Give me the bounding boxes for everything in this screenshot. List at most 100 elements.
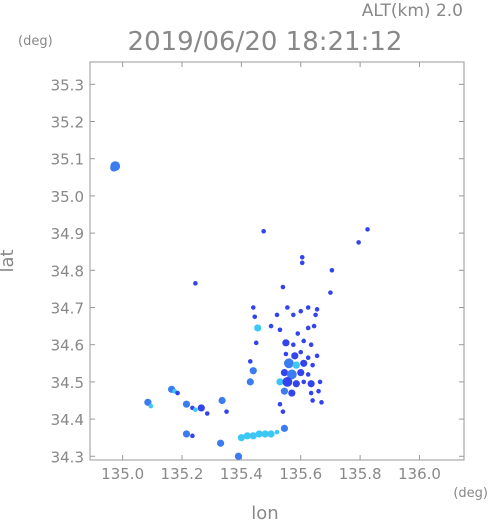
echo-point: [249, 367, 257, 375]
echo-point: [356, 240, 361, 245]
echo-point: [295, 331, 301, 336]
y-unit-label: (deg): [18, 34, 53, 49]
echo-point: [253, 340, 259, 346]
echo-point: [175, 390, 180, 396]
echo-point: [319, 400, 324, 405]
echo-point: [252, 314, 258, 320]
chart-title: 2019/06/20 18:21:12: [128, 27, 403, 57]
echo-point: [182, 400, 191, 408]
echo-point: [298, 349, 304, 355]
y-tick-label: 34.5: [51, 374, 84, 392]
y-tick-label: 34.8: [51, 262, 84, 280]
echo-point: [280, 284, 286, 290]
y-tick-label: 34.9: [51, 225, 84, 243]
y-tick-label: 34.7: [51, 299, 84, 317]
echo-point: [298, 308, 304, 314]
echo-point: [274, 429, 280, 435]
echo-point: [300, 359, 308, 367]
echo-point: [204, 411, 210, 416]
echo-point: [286, 369, 297, 380]
echo-point: [250, 305, 256, 310]
echo-point: [249, 432, 257, 440]
echo-point: [285, 305, 290, 310]
echo-point: [299, 254, 305, 260]
echo-point: [301, 379, 307, 385]
echo-point: [316, 388, 321, 394]
echo-point: [280, 424, 289, 432]
echo-point: [197, 404, 205, 412]
echo-point: [283, 358, 294, 369]
echo-point: [193, 407, 198, 413]
echo-point: [193, 281, 198, 286]
x-tick-label: 135.8: [339, 465, 382, 483]
echo-point: [313, 312, 318, 318]
echo-point: [328, 290, 333, 295]
echo-point: [261, 228, 266, 234]
echo-point: [291, 342, 296, 347]
echo-point: [283, 351, 289, 357]
echo-point: [276, 378, 284, 386]
x-tick-label: 135.0: [101, 465, 144, 483]
echo-point: [314, 353, 320, 359]
echo-point: [267, 430, 275, 438]
echo-point: [308, 390, 314, 396]
echo-point: [268, 323, 274, 329]
echo-point: [301, 338, 307, 344]
echo-point: [305, 305, 311, 310]
plot-frame: [89, 61, 465, 461]
echo-point: [305, 325, 311, 331]
echo-point: [292, 361, 300, 369]
echo-point: [234, 452, 243, 460]
echo-point: [282, 339, 290, 347]
echo-point: [310, 398, 315, 403]
y-tick-label: 34.4: [51, 411, 84, 429]
echo-point: [277, 401, 283, 407]
echo-point: [148, 403, 154, 409]
y-axis-label: lat: [0, 249, 18, 272]
x-tick-label: 135.2: [161, 465, 204, 483]
echo-point: [254, 324, 262, 332]
y-tick-label: 35.0: [51, 188, 84, 206]
echo-point: [314, 307, 320, 312]
echo-point: [217, 439, 225, 447]
x-tick-label: 135.6: [279, 465, 322, 483]
echo-point: [329, 267, 335, 273]
echo-point: [246, 378, 254, 386]
echo-point: [311, 323, 317, 329]
echo-point: [310, 362, 315, 368]
x-unit-label: (deg): [453, 486, 488, 501]
x-tick-label: 136.0: [398, 465, 441, 483]
echo-point: [110, 164, 118, 172]
y-tick-label: 34.6: [51, 337, 84, 355]
echo-point: [317, 379, 323, 385]
y-tick-label: 34.3: [51, 448, 84, 466]
echo-point: [243, 432, 251, 440]
echo-point: [288, 389, 296, 397]
echo-point: [280, 387, 289, 395]
echo-point: [308, 342, 314, 347]
alt-label: ALT(km) 2.0: [362, 1, 463, 21]
data-points: [110, 161, 370, 460]
y-axis-ticks: 34.3 34.4 34.5 34.6 34.7 34.8 34.9 35.0 35.1 35.2…: [51, 76, 464, 466]
echo-point: [280, 409, 286, 414]
echo-point: [305, 372, 311, 377]
echo-point: [224, 409, 229, 414]
y-tick-label: 35.3: [51, 76, 84, 94]
echo-point: [277, 327, 283, 333]
echo-point: [291, 352, 299, 360]
echo-point: [307, 380, 315, 388]
echo-point: [365, 227, 370, 232]
echo-point: [282, 376, 293, 387]
echo-point: [297, 368, 305, 377]
x-axis-ticks: 135.0 135.2 135.4 135.6 135.8 136.0: [101, 62, 441, 483]
echo-point: [190, 433, 195, 439]
echo-point: [182, 430, 191, 438]
echo-point: [261, 430, 269, 438]
y-tick-label: 35.1: [51, 151, 84, 169]
echo-point: [280, 368, 289, 377]
x-tick-label: 135.4: [220, 465, 263, 483]
echo-point: [292, 380, 300, 388]
echo-point: [299, 260, 305, 266]
x-axis-label: lon: [251, 503, 278, 521]
